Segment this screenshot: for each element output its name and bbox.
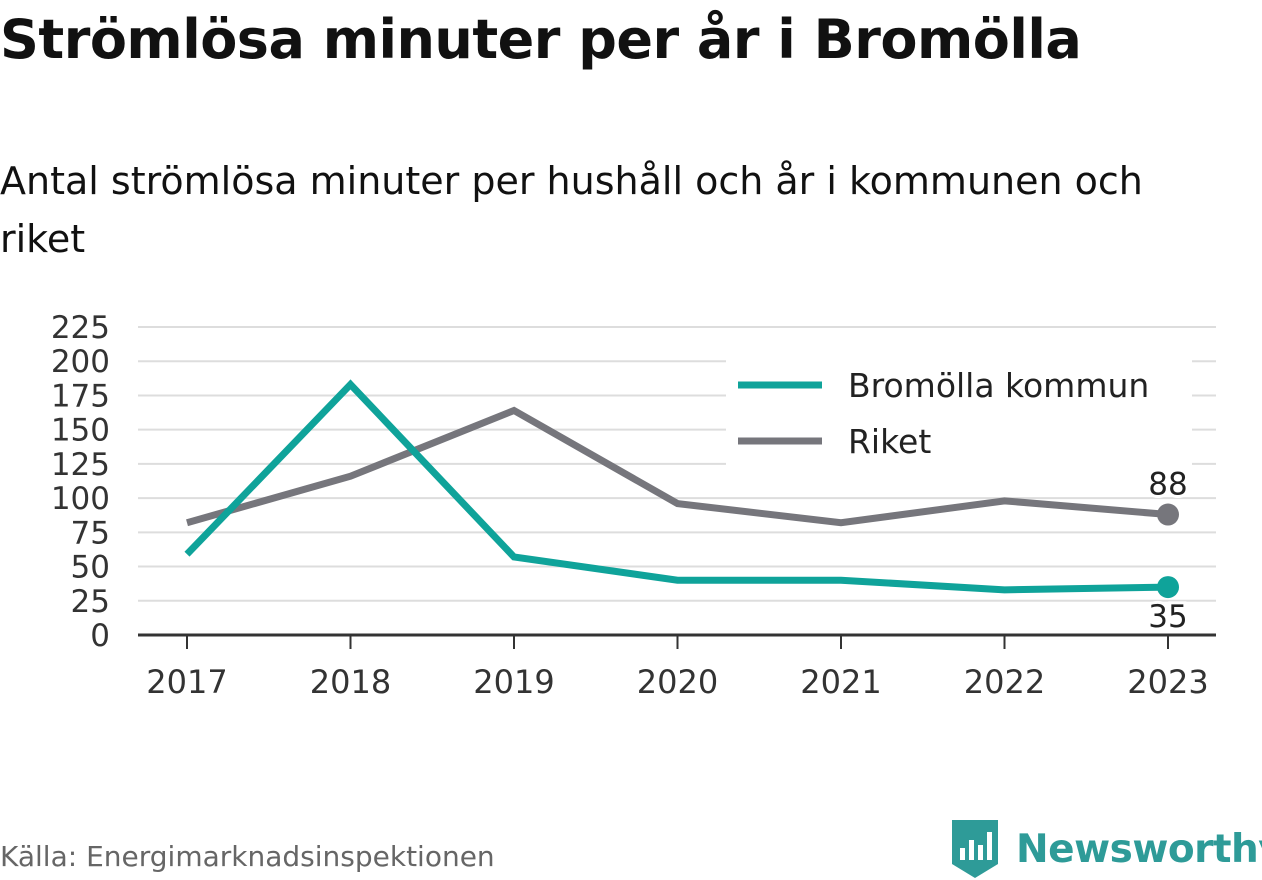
end-point-riket [1157,503,1179,526]
y-tick-label: 125 [51,447,110,483]
series-line-bromolla [184,379,1169,594]
gridlines [138,326,1216,602]
legend-label: Bromölla kommun [848,366,1149,405]
legend: Bromölla kommun Riket [726,357,1192,467]
chart-title: Strömlösa minuter per år i Bromölla [0,8,1082,71]
end-value-label-bromolla: 35 [1148,599,1187,635]
y-tick-label: 200 [51,344,110,380]
legend-label: Riket [848,422,931,461]
legend-box [726,357,1192,467]
x-tick-label: 2017 [146,663,227,701]
end-point-bromolla [1157,576,1179,599]
series-line-riket [186,406,1169,527]
chart-subtitle: Antal strömlösa minuter per hushåll och … [0,159,1143,261]
y-tick-label: 25 [71,584,110,620]
newsworthy-logo-icon [952,820,998,878]
x-tick-label: 2021 [800,663,881,701]
y-tick-label: 150 [51,413,110,449]
newsworthy-logo: Newsworthy [950,818,1262,880]
y-tick-label: 0 [90,618,110,654]
series-lines: 35 88 [184,379,1191,638]
y-tick-label: 175 [51,378,110,414]
y-tick-label: 50 [71,550,110,586]
x-tick-label: 2023 [1127,663,1208,701]
y-tick-label: 225 [51,310,110,346]
y-tick-label: 75 [71,515,110,551]
x-tick-label: 2020 [637,663,718,701]
y-tick-label: 100 [51,481,110,517]
end-value-label-riket: 88 [1148,467,1187,503]
x-tick-label: 2022 [964,663,1045,701]
newsworthy-logo-text: Newsworthy [1016,826,1262,872]
x-tick-label: 2018 [310,663,391,701]
x-tick-label: 2019 [473,663,554,701]
source-note: Källa: Energimarknadsinspektionen [0,840,495,873]
